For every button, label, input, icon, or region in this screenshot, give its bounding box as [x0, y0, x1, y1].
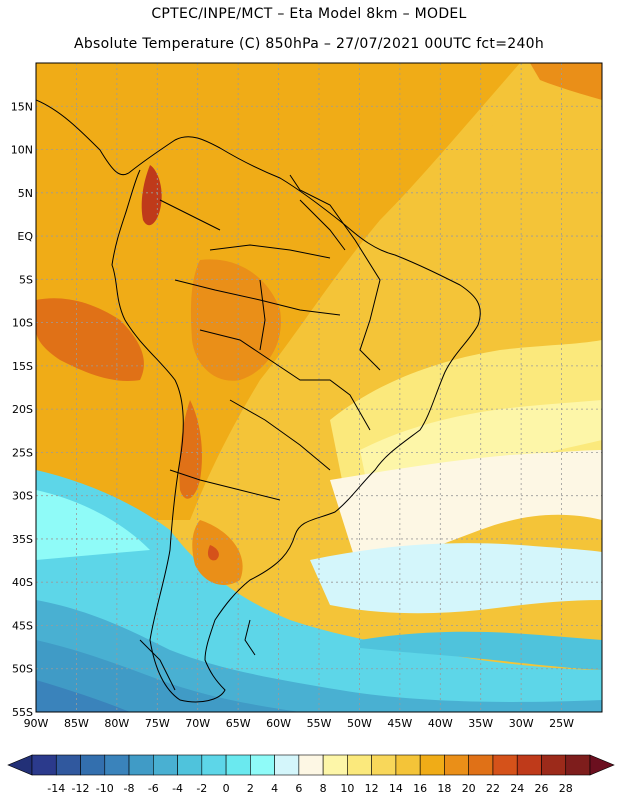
longitude-label: 25W: [549, 717, 574, 730]
longitude-label: 50W: [347, 717, 372, 730]
colorbar-swatch: [104, 754, 130, 776]
colorbar-label: 18: [437, 782, 451, 795]
colorbar-swatch: [565, 754, 591, 776]
latitude-label: 50S: [12, 663, 33, 676]
colorbar-labels: -14 -12 -10 -8 -6 -4 -2 0 2 4 6 8 10 12 14 16 18 20 22 24 26…: [47, 782, 572, 795]
colorbar-high-arrow: [589, 754, 615, 776]
colorbar-label: -10: [96, 782, 114, 795]
latitude-labels: 15N 10N 5N EQ 5S 10S 15S 20S 25S 30S 35S 40S 45S 50S 5…: [11, 100, 34, 719]
latitude-label: 45S: [12, 619, 33, 632]
colorbar-label: 26: [534, 782, 548, 795]
colorbar-label: 8: [320, 782, 327, 795]
longitude-label: 40W: [428, 717, 453, 730]
longitude-label: 65W: [226, 717, 251, 730]
colorbar-swatch: [322, 754, 348, 776]
longitude-label: 30W: [509, 717, 534, 730]
colorbar-swatch: [153, 754, 178, 776]
colorbar-swatch: [274, 754, 300, 776]
colorbar-label: 20: [462, 782, 476, 795]
latitude-label: 15N: [11, 100, 33, 113]
longitude-label: 75W: [145, 717, 170, 730]
colorbar-label: -8: [124, 782, 135, 795]
longitude-label: 85W: [64, 717, 89, 730]
latitude-label: 15S: [12, 360, 33, 373]
colorbar-label: -2: [196, 782, 207, 795]
colorbar-label: 2: [247, 782, 254, 795]
colorbar-swatch: [516, 754, 542, 776]
latitude-label: 10S: [12, 317, 33, 330]
colorbar-label: 10: [340, 782, 354, 795]
colorbar-swatch: [444, 754, 469, 776]
colorbar-swatch: [250, 754, 275, 776]
colorbar-label: -6: [148, 782, 159, 795]
title-line-1: CPTEC/INPE/MCT – Eta Model 8km – MODEL: [151, 6, 467, 22]
longitude-labels: 90W 85W 80W 75W 70W 65W 60W 55W 50W 45W 40W 35W 30W 2…: [24, 717, 575, 730]
latitude-label: 40S: [12, 576, 33, 589]
colorbar-label: 16: [413, 782, 427, 795]
colorbar-swatch: [419, 754, 445, 776]
longitude-label: 45W: [387, 717, 412, 730]
title-line-2: Absolute Temperature (C) 850hPa – 27/07/…: [73, 36, 545, 52]
colorbar-label: 28: [559, 782, 573, 795]
colorbar-swatch: [371, 754, 397, 776]
colorbar-swatch: [128, 754, 154, 776]
colorbar-swatch: [347, 754, 372, 776]
colorbar-label: 6: [295, 782, 302, 795]
colorbar-label: 12: [365, 782, 379, 795]
longitude-label: 55W: [307, 717, 332, 730]
colorbar-swatch: [225, 754, 251, 776]
latitude-label: 5S: [19, 273, 33, 286]
longitude-label: 35W: [468, 717, 493, 730]
colorbar-label: 24: [510, 782, 524, 795]
colorbar-label: -14: [47, 782, 65, 795]
latitude-label: 20S: [12, 403, 33, 416]
colorbar: [7, 754, 615, 776]
colorbar-swatch: [55, 754, 81, 776]
latitude-label: 10N: [11, 144, 33, 157]
latitude-label: 5N: [18, 187, 33, 200]
colorbar-swatch: [201, 754, 227, 776]
latitude-label: 25S: [12, 446, 33, 459]
latitude-label: 55S: [12, 706, 33, 719]
longitude-label: 80W: [104, 717, 129, 730]
colorbar-swatch: [468, 754, 494, 776]
longitude-label: 90W: [24, 717, 49, 730]
colorbar-swatch: [177, 754, 203, 776]
colorbar-label: -12: [72, 782, 90, 795]
colorbar-swatch: [395, 754, 421, 776]
colorbar-swatch: [31, 754, 57, 776]
longitude-label: 60W: [266, 717, 291, 730]
colorbar-swatch: [541, 754, 567, 776]
latitude-label: 35S: [12, 533, 33, 546]
coastlines: [36, 99, 481, 703]
colorbar-swatch: [492, 754, 518, 776]
colorbar-low-arrow: [7, 754, 33, 776]
colorbar-label: -4: [172, 782, 183, 795]
longitude-label: 70W: [185, 717, 210, 730]
map-frame: [35, 62, 603, 713]
colorbar-swatch: [80, 754, 106, 776]
colorbar-label: 22: [486, 782, 500, 795]
latitude-label: 30S: [12, 490, 33, 503]
colorbar-label: 14: [389, 782, 403, 795]
latitude-label: EQ: [17, 230, 33, 243]
graticule: [36, 63, 602, 712]
colorbar-label: 0: [223, 782, 230, 795]
colorbar-label: 4: [271, 782, 278, 795]
colorbar-swatch: [298, 754, 324, 776]
